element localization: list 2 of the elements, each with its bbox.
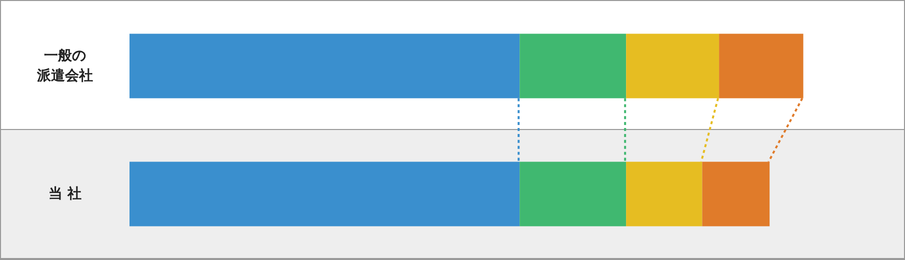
y-tick-label: 一般の派遣会社 <box>36 48 94 84</box>
y-tick-label: 当 社 <box>48 186 82 202</box>
